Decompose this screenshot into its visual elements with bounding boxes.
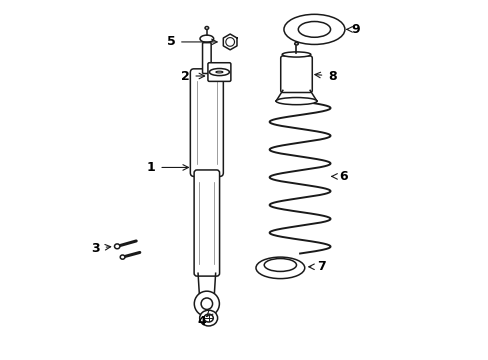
Ellipse shape [204,27,208,30]
Text: 3: 3 [91,242,100,255]
Text: 7: 7 [317,260,325,273]
Text: 4: 4 [197,315,205,328]
Ellipse shape [201,298,212,310]
Ellipse shape [264,258,296,271]
Text: 8: 8 [327,69,336,82]
FancyBboxPatch shape [202,42,211,73]
FancyBboxPatch shape [194,170,219,276]
Text: 9: 9 [351,23,359,36]
Ellipse shape [199,310,217,326]
Text: 6: 6 [338,170,346,183]
Ellipse shape [255,257,304,279]
Text: 2: 2 [181,69,189,82]
Text: 1: 1 [146,161,155,174]
Ellipse shape [276,98,316,105]
Ellipse shape [282,52,310,57]
FancyBboxPatch shape [190,69,223,176]
Text: 5: 5 [166,35,175,49]
Ellipse shape [284,14,344,44]
FancyBboxPatch shape [207,63,230,81]
Ellipse shape [209,68,229,76]
Ellipse shape [298,22,330,37]
FancyBboxPatch shape [280,56,312,93]
Ellipse shape [114,244,120,249]
Ellipse shape [203,314,213,322]
Ellipse shape [200,35,213,42]
Ellipse shape [294,42,298,45]
Ellipse shape [120,255,124,259]
Ellipse shape [215,71,223,73]
Ellipse shape [194,291,219,316]
